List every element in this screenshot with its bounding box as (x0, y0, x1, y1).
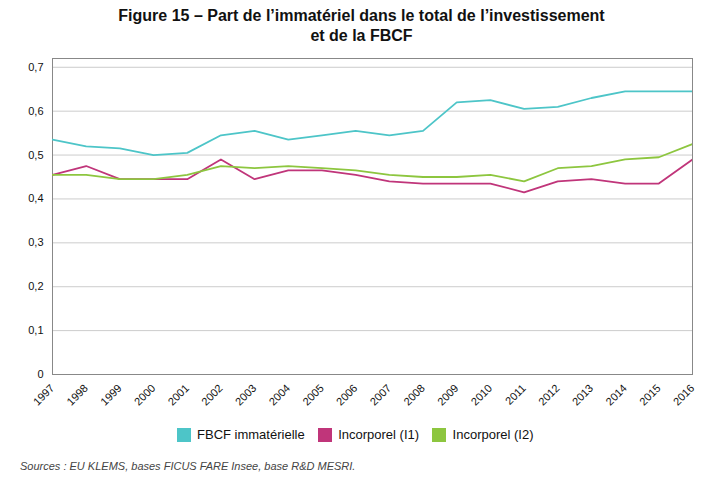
svg-text:1999: 1999 (97, 382, 123, 408)
svg-text:2007: 2007 (367, 382, 393, 408)
svg-text:0,6: 0,6 (28, 105, 43, 117)
svg-text:0,2: 0,2 (28, 280, 43, 292)
html-text:FBCF immatérielle: FBCF immatérielle (197, 427, 305, 442)
svg-text:0,3: 0,3 (28, 236, 43, 248)
svg-text:1998: 1998 (64, 382, 90, 408)
svg-text:2011: 2011 (502, 382, 527, 407)
svg-text:2013: 2013 (569, 382, 595, 408)
html-text:Figure 15 – Part de l’immatéri: Figure 15 – Part de l’immatériel dans le… (118, 7, 605, 24)
svg-text:0,4: 0,4 (28, 192, 43, 204)
svg-text:0,7: 0,7 (28, 61, 43, 73)
svg-text:2003: 2003 (232, 382, 258, 408)
svg-text:2001: 2001 (165, 382, 191, 408)
svg-text:2006: 2006 (333, 382, 359, 408)
svg-text:2014: 2014 (603, 382, 629, 408)
svg-text:2005: 2005 (300, 382, 326, 408)
html-text:et de la FBCF: et de la FBCF (310, 27, 413, 44)
svg-text:2008: 2008 (401, 382, 427, 408)
html-text:Sources : EU KLEMS, bases FICU: Sources : EU KLEMS, bases FICUS FARE Ins… (20, 459, 356, 472)
svg-text:2010: 2010 (468, 382, 494, 408)
html-text:Incorporel (I2): Incorporel (I2) (452, 427, 534, 442)
svg-text:2015: 2015 (636, 382, 662, 408)
svg-text:2000: 2000 (131, 382, 157, 408)
html-text:Incorporel (I1): Incorporel (I1) (338, 427, 420, 442)
svg-text:0,1: 0,1 (28, 324, 43, 336)
svg-text:2004: 2004 (266, 382, 292, 408)
svg-text:2009: 2009 (434, 382, 460, 408)
svg-text:0,5: 0,5 (28, 149, 43, 161)
svg-text:2002: 2002 (199, 382, 225, 408)
svg-text:2012: 2012 (535, 382, 561, 408)
svg-text:1997: 1997 (30, 382, 56, 408)
svg-text:2016: 2016 (670, 382, 696, 408)
svg-text:0: 0 (37, 368, 43, 380)
